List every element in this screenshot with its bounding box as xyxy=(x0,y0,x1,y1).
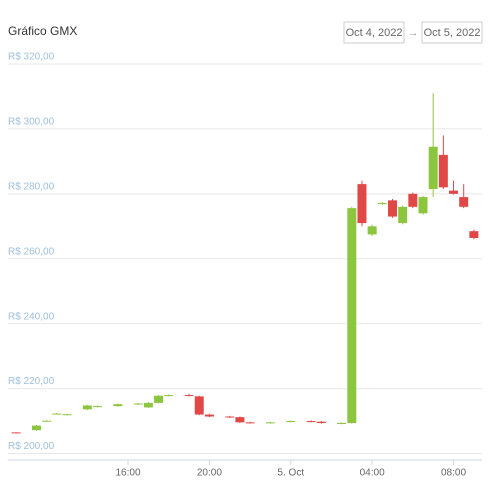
x-tick-label: 20:00 xyxy=(197,468,222,479)
x-tick-label: 04:00 xyxy=(360,468,385,479)
candle-body xyxy=(204,414,214,417)
candle-body xyxy=(113,404,123,407)
candle-body xyxy=(93,406,103,408)
candle-body xyxy=(235,417,245,423)
x-tick-label: 16:00 xyxy=(116,468,141,479)
candle-body xyxy=(387,200,397,217)
candle-body xyxy=(82,405,92,410)
date-from[interactable]: Oct 4, 2022 xyxy=(346,27,403,39)
candle-body xyxy=(62,414,72,416)
candle-body xyxy=(306,421,316,423)
candle-body xyxy=(194,396,204,415)
date-to-box[interactable] xyxy=(421,21,483,44)
candle-body xyxy=(408,193,418,207)
y-tick-label: R$ 220,00 xyxy=(8,376,55,387)
y-tick-label: R$ 280,00 xyxy=(8,181,55,192)
y-tick-label: R$ 260,00 xyxy=(8,246,55,257)
range-separator: → xyxy=(408,27,419,39)
x-tick-label: 5. Oct xyxy=(277,468,304,479)
candle-body xyxy=(398,206,408,224)
chart-title: Gráfico GMX xyxy=(8,24,77,38)
candle-body xyxy=(164,395,174,397)
candle-body xyxy=(357,184,367,224)
candle-body xyxy=(469,231,479,238)
candle-body xyxy=(143,402,153,408)
candle-body xyxy=(154,395,164,403)
candle-body xyxy=(31,425,41,431)
y-tick-label: R$ 240,00 xyxy=(8,311,55,322)
y-tick-label: R$ 300,00 xyxy=(8,117,55,128)
candle-body xyxy=(286,421,296,423)
date-from-box[interactable] xyxy=(343,21,405,44)
y-tick-label: R$ 320,00 xyxy=(8,52,55,63)
candle-body xyxy=(347,208,357,423)
candle-body xyxy=(245,422,255,424)
candle-body xyxy=(337,422,347,424)
date-to[interactable]: Oct 5, 2022 xyxy=(424,27,481,39)
x-tick-label: 08:00 xyxy=(441,468,466,479)
candle-body xyxy=(428,146,438,189)
y-tick-label: R$ 200,00 xyxy=(8,441,55,452)
candle-body xyxy=(184,395,194,397)
candle-body xyxy=(449,190,459,194)
candle-body xyxy=(316,421,326,423)
candle-body xyxy=(42,420,52,422)
candle-body xyxy=(265,422,275,424)
candle-body xyxy=(459,197,469,207)
candle-body xyxy=(438,154,448,188)
candle-body xyxy=(418,197,428,214)
candle-body xyxy=(11,432,21,434)
candle-body xyxy=(133,403,143,405)
candle-body xyxy=(367,226,377,235)
candle-body xyxy=(377,202,387,204)
candle-body xyxy=(225,416,235,418)
candle-body xyxy=(52,413,62,415)
